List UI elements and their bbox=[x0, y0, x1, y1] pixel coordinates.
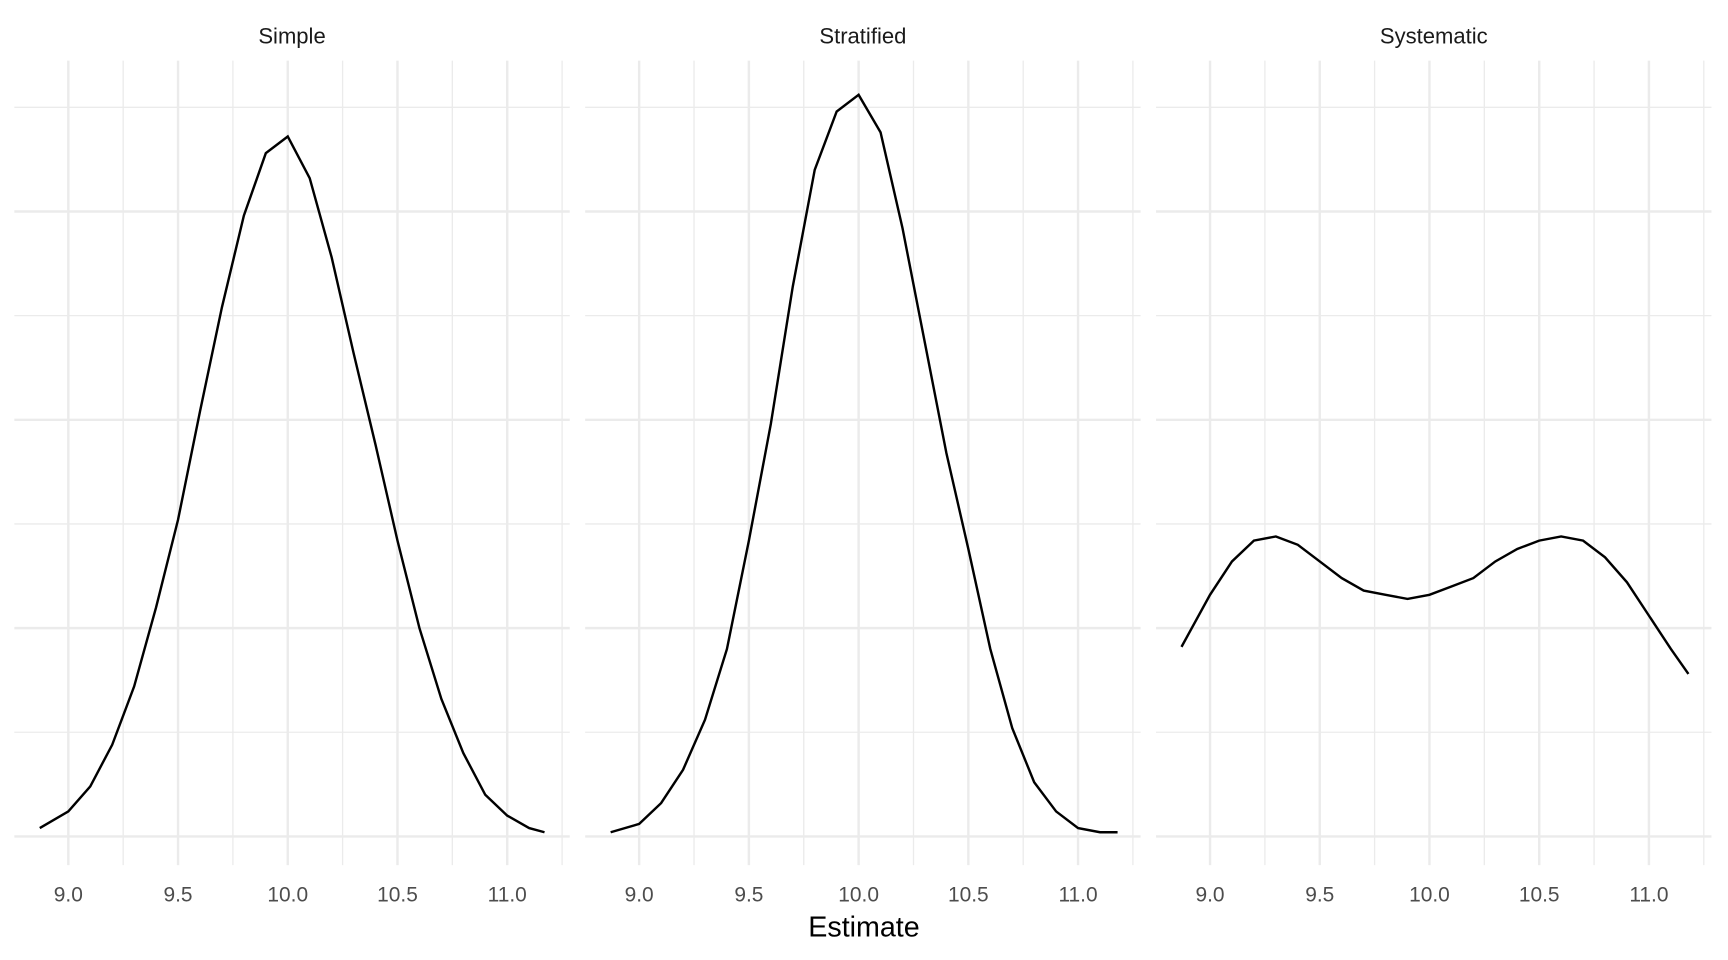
x-tick-label: 10.0 bbox=[1409, 884, 1450, 907]
density-line bbox=[39, 134, 545, 834]
density-line bbox=[610, 93, 1118, 834]
x-tick-label: 10.5 bbox=[1519, 884, 1560, 907]
x-tick-label: 10.5 bbox=[948, 884, 989, 907]
x-tick-label: 9.5 bbox=[1305, 884, 1334, 907]
x-tick-label: 11.0 bbox=[1058, 884, 1097, 907]
facet-title: Systematic bbox=[1380, 23, 1488, 48]
x-tick-label: 10.0 bbox=[267, 884, 308, 907]
x-axis-label: Estimate bbox=[808, 912, 919, 944]
x-tick-label: 9.0 bbox=[1195, 884, 1224, 907]
density-line bbox=[1180, 535, 1690, 675]
x-tick-label: 11.0 bbox=[1629, 884, 1668, 907]
x-tick-label: 9.0 bbox=[625, 884, 654, 907]
x-tick-label: 11.0 bbox=[488, 884, 527, 907]
x-tick-label: 9.0 bbox=[54, 884, 83, 907]
facet-title: Simple bbox=[258, 23, 325, 48]
x-tick-label: 9.5 bbox=[734, 884, 763, 907]
x-tick-label: 10.0 bbox=[838, 884, 879, 907]
x-tick-label: 9.5 bbox=[163, 884, 192, 907]
facet-title: Stratified bbox=[819, 23, 906, 48]
x-tick-label: 10.5 bbox=[377, 884, 418, 907]
